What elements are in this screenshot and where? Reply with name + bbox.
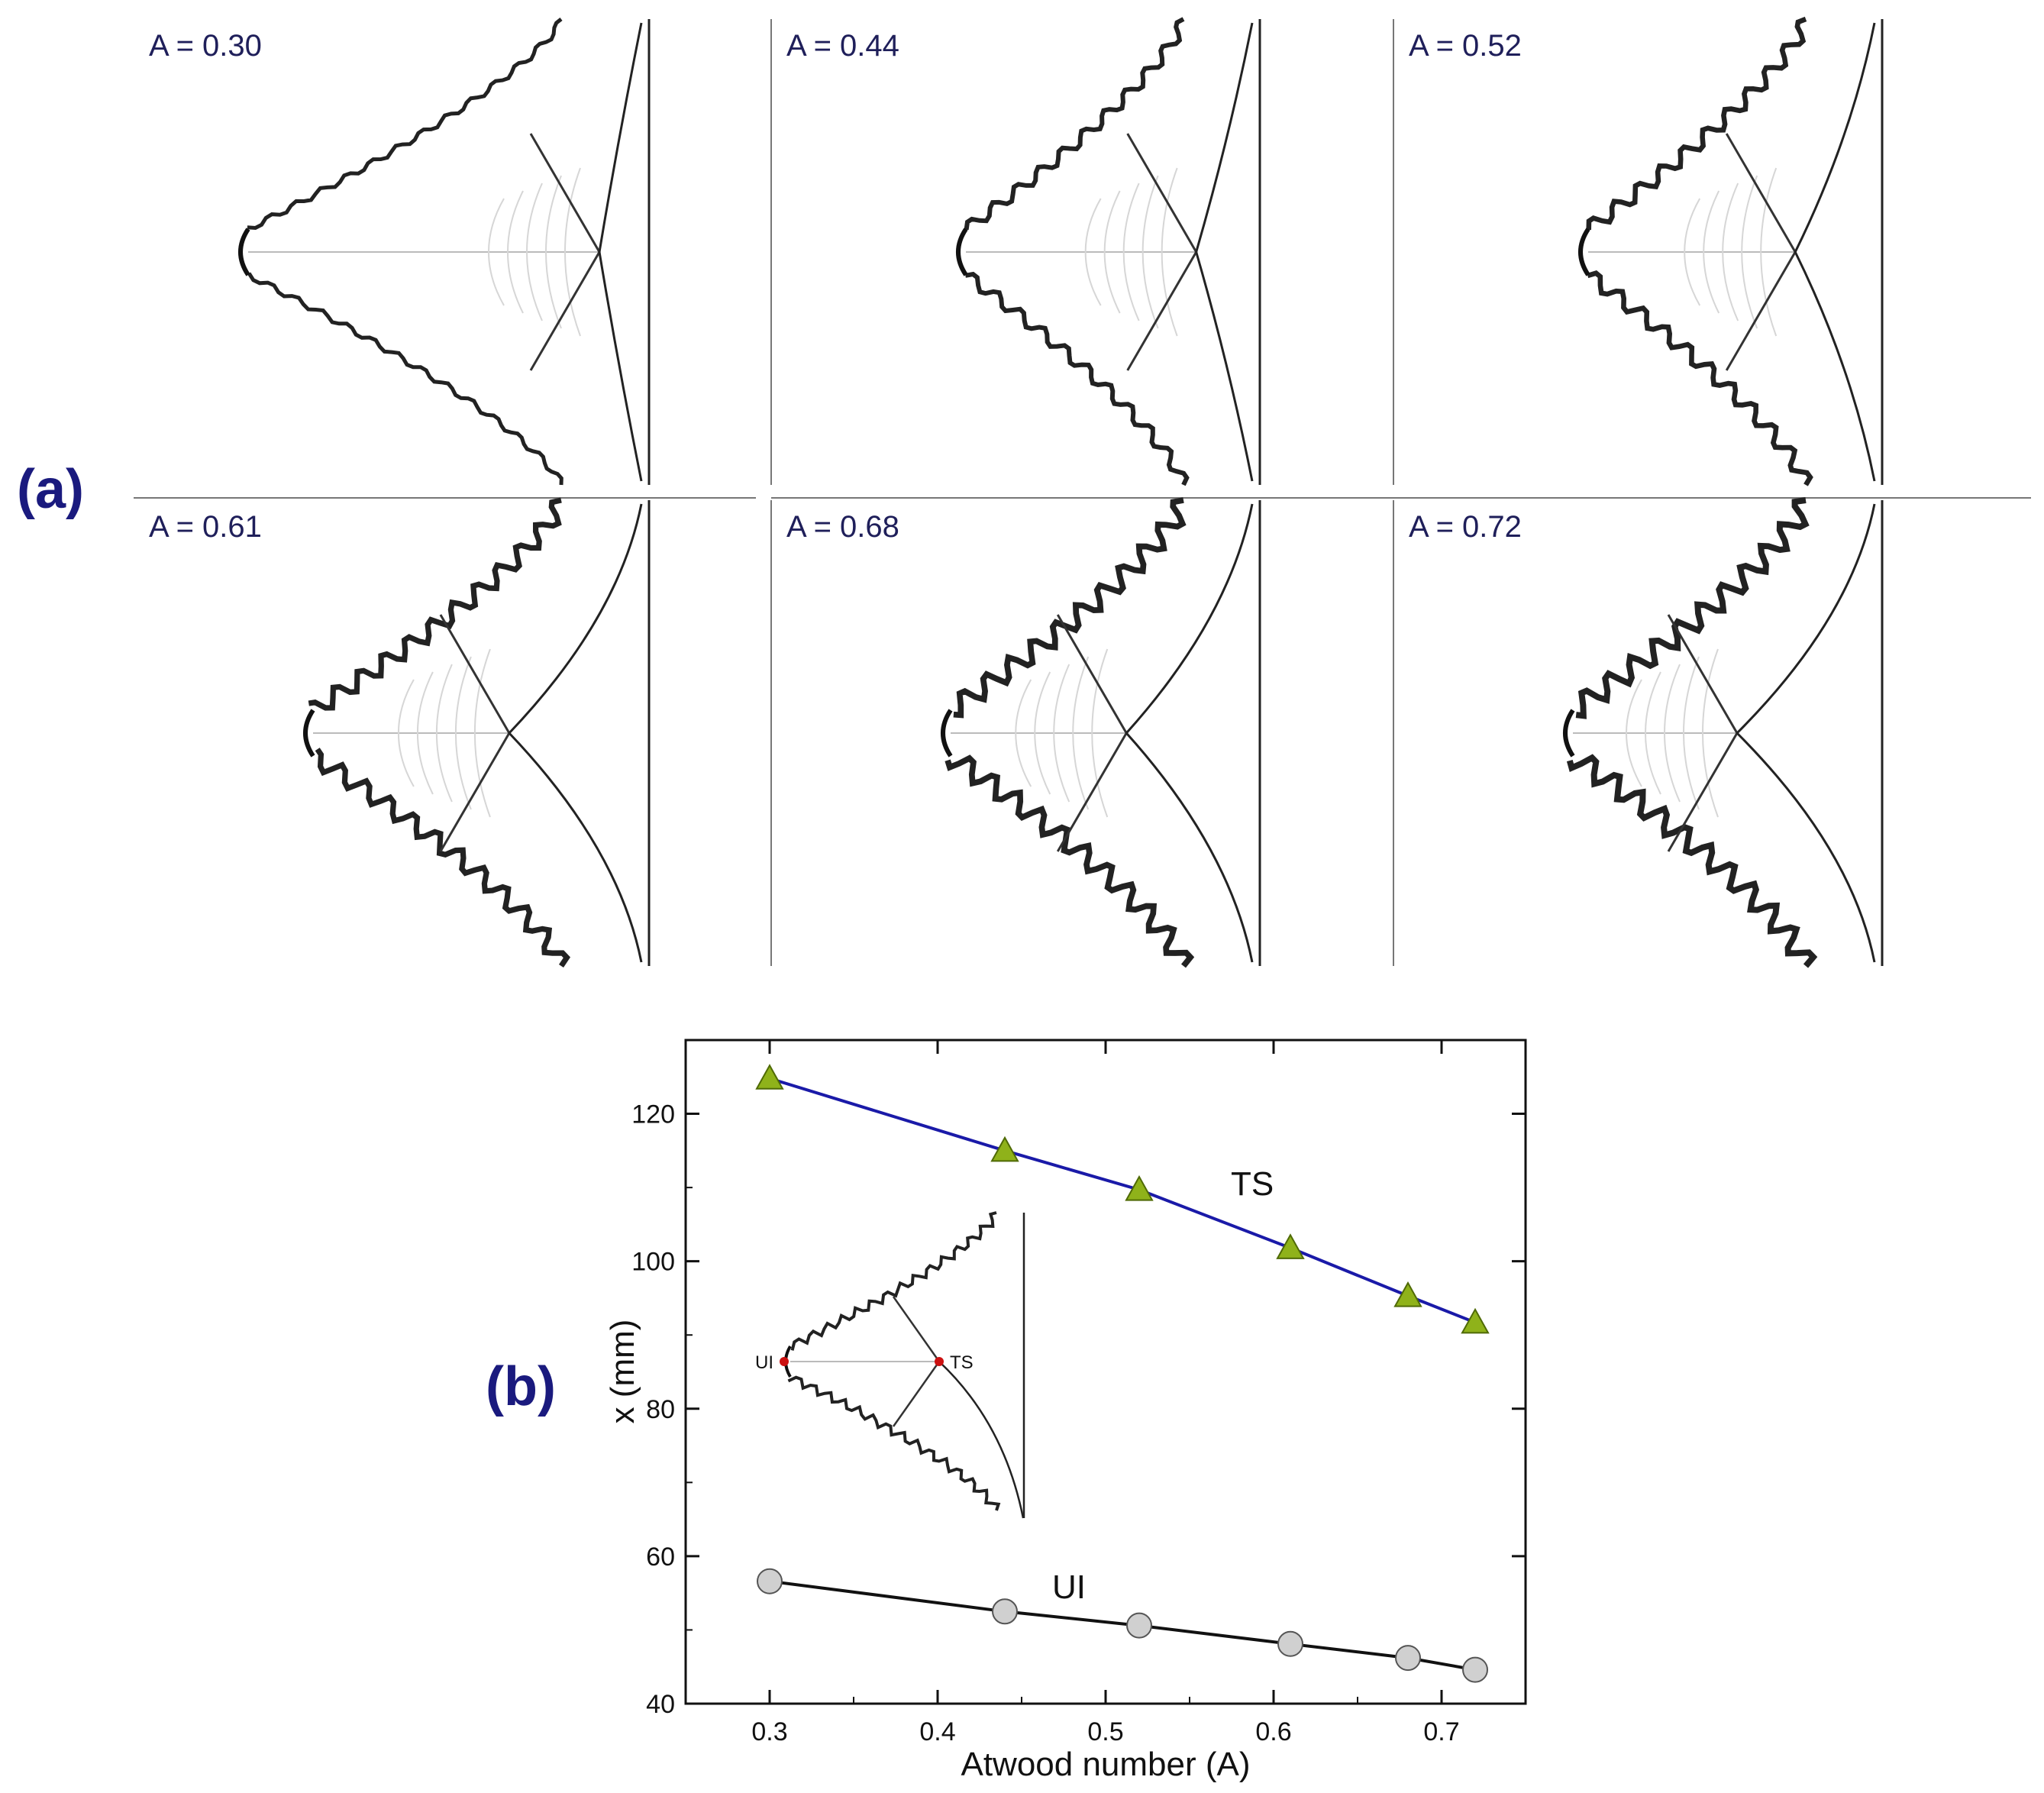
inset-shock-branch: [938, 1361, 1025, 1519]
data-point-ui: [1277, 1630, 1303, 1657]
atwood-label: A = 0.52: [1409, 29, 1522, 63]
simulation-frame: A = 0.44: [786, 17, 1261, 486]
simulation-frame: A = 0.72: [1409, 497, 1884, 968]
atwood-label: A = 0.44: [786, 29, 899, 63]
data-point-ui: [992, 1598, 1018, 1625]
series-line-ui: [769, 1579, 1476, 1672]
data-point-ui: [1126, 1612, 1152, 1639]
x-axis-label: Atwood number (A): [961, 1746, 1250, 1783]
atwood-label: A = 0.72: [1409, 510, 1522, 544]
inset-ts-label: TS: [950, 1352, 974, 1373]
simulation-frame: A = 0.61: [149, 497, 651, 968]
data-point-ts: [1125, 1174, 1154, 1201]
simulation-frame: A = 0.68: [786, 497, 1261, 968]
series-label-ts: TS: [1231, 1165, 1274, 1203]
simulation-frame: A = 0.52: [1409, 16, 1884, 486]
data-point-ts: [1393, 1281, 1422, 1307]
data-point-ui: [1462, 1656, 1488, 1683]
panel-b-label: (b): [486, 1356, 556, 1417]
simulation-grid: A = 0.30 A = 0.44 A = 0.52 A = 0.61 A = 0.68…: [134, 16, 2031, 968]
inset-ts-point: [935, 1357, 944, 1366]
series-label-ui: UI: [1052, 1568, 1086, 1606]
y-axis-label: x (mm): [604, 1320, 641, 1424]
data-point-ui: [757, 1568, 783, 1594]
y-tick-label: 100: [631, 1248, 675, 1277]
data-point-ui: [1395, 1645, 1421, 1672]
inset-ui-label: UI: [755, 1352, 773, 1373]
inset-ui-point: [780, 1357, 789, 1366]
simulation-frame: A = 0.30: [149, 18, 651, 486]
atwood-label: A = 0.30: [149, 29, 262, 63]
plot-frame: [684, 1039, 1527, 1705]
x-tick-label: 0.6: [1255, 1717, 1291, 1746]
x-tick-label: 0.7: [1423, 1717, 1459, 1746]
data-point-ts: [1461, 1307, 1490, 1334]
x-tick-label: 0.3: [751, 1717, 787, 1746]
panel-a-label: (a): [17, 459, 84, 520]
y-tick-label: 60: [646, 1543, 675, 1572]
series-line-ts: [769, 1077, 1476, 1324]
y-tick-label: 80: [646, 1395, 675, 1424]
y-tick-label: 40: [646, 1690, 675, 1719]
data-point-ts: [1276, 1233, 1305, 1259]
inset-interface-lower: [787, 1375, 1001, 1511]
inset-interface-upper: [790, 1211, 997, 1351]
atwood-label: A = 0.61: [149, 510, 262, 544]
y-tick-label: 120: [631, 1100, 675, 1129]
x-tick-label: 0.4: [919, 1717, 955, 1746]
data-point-ts: [755, 1064, 784, 1090]
inset-image: UI TS: [755, 1211, 1025, 1519]
x-tick-label: 0.5: [1087, 1717, 1123, 1746]
data-point-ts: [990, 1136, 1019, 1162]
atwood-label: A = 0.68: [786, 510, 899, 544]
